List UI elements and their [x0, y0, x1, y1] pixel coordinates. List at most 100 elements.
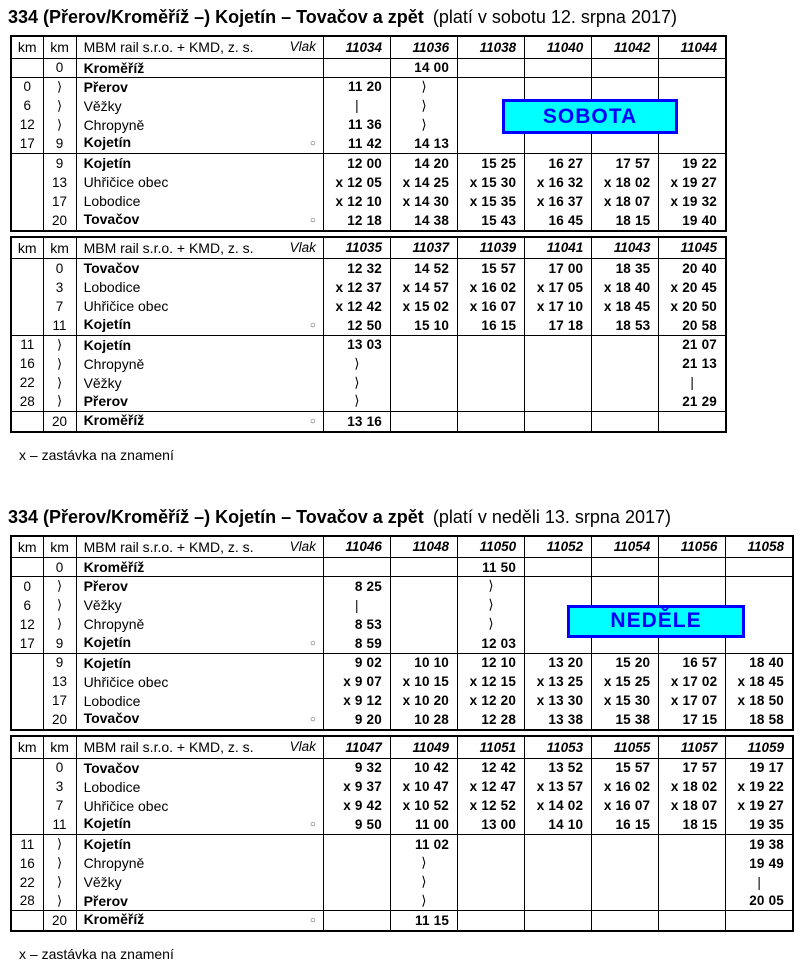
time-cell	[725, 633, 793, 653]
time-cell: 16 15	[591, 815, 659, 835]
time-cell: 21 13	[658, 354, 726, 373]
table-row: 0 Tovačov 9 32 10 42 12 42 13 52 15 57 17 57 19 …	[11, 758, 793, 777]
km-cell: 17	[42, 191, 77, 211]
time-cell: 14 20	[389, 153, 458, 173]
time-cell	[389, 335, 458, 354]
km-cell: 17	[19, 635, 35, 651]
time-cell: 20 40	[658, 258, 726, 278]
time-cell: 9 20	[322, 710, 391, 730]
time-cell: 14 38	[389, 210, 458, 231]
table-row: 11 ⟩ Kojetín 13 03 21 07	[11, 335, 726, 354]
time-cell: ⟩	[389, 872, 458, 892]
km-cell: 11	[20, 836, 35, 852]
train-number: 11053	[524, 736, 592, 758]
time-cell: x 12 10	[322, 191, 391, 211]
time-cell: 18 53	[591, 315, 659, 335]
time-cell: x 20 45	[658, 277, 726, 297]
km-cell: 20	[42, 210, 77, 231]
km-cell: 7	[42, 296, 77, 316]
time-cell: x 9 37	[322, 777, 391, 796]
operator-name: MBM rail s.r.o. + KMD, z. s.	[83, 39, 254, 56]
km-cell: ⟩	[42, 335, 77, 354]
stop-circle-icon: ○	[309, 915, 316, 926]
time-cell	[524, 134, 592, 154]
header-row: km km Vlak MBM rail s.r.o. + KMD, z. s. 1103…	[11, 236, 726, 259]
km-cell: 0	[23, 578, 32, 594]
time-cell: x 15 02	[389, 296, 458, 316]
time-cell	[658, 834, 726, 854]
table-row: 28 ⟩ Přerov ⟩ 20 05	[11, 891, 793, 911]
timetable-section: 9 Kojetín 9 02 10 10 12 10 13 20 15 20 16 57 18 …	[11, 653, 793, 730]
time-cell: x 12 37	[322, 277, 391, 297]
time-cell: 12 00	[322, 153, 391, 173]
station-name: Tovačov	[83, 710, 140, 726]
time-cell: x 16 02	[591, 777, 659, 796]
time-cell	[591, 392, 659, 411]
table-row: 17 Lobodice x 9 12 x 10 20 x 12 20 x 13 30 x 1…	[11, 691, 793, 710]
time-cell: x 14 02	[524, 796, 592, 815]
train-number: 11050	[457, 535, 525, 558]
time-cell: x 18 50	[725, 691, 793, 710]
km-cell: ⟩	[42, 853, 77, 873]
time-cell: x 9 12	[322, 691, 391, 710]
time-cell: 14 00	[389, 58, 458, 77]
table-row: 7 Uhřičice obec x 12 42 x 15 02 x 16 07 x 17 …	[11, 296, 726, 316]
day-banner: SOBOTA	[502, 99, 678, 134]
time-cell	[322, 891, 391, 911]
station-cell: Kojetín	[75, 653, 324, 672]
time-cell	[591, 910, 659, 931]
time-cell: x 12 20	[457, 691, 525, 710]
time-cell: 19 17	[725, 758, 793, 777]
km-cell: 17	[19, 136, 35, 151]
km-cell	[11, 278, 43, 297]
time-cell: 11 02	[389, 834, 458, 854]
stop-circle-icon: ○	[309, 637, 316, 649]
time-cell	[322, 853, 391, 873]
time-cell	[457, 58, 525, 77]
timetable-section: 0 Tovačov 12 32 14 52 15 57 17 00 18 35 20 40 3 L…	[11, 258, 726, 335]
km-cell: 17	[42, 691, 77, 710]
time-cell	[591, 354, 659, 373]
station-cell: Uhřičice obec	[75, 172, 324, 192]
time-cell: 11 00	[389, 815, 458, 835]
time-cell: 8 25	[322, 576, 391, 596]
time-cell: 15 20	[591, 653, 659, 672]
time-cell: 8 59	[322, 633, 391, 653]
km-cell: 28	[19, 893, 35, 909]
train-number: 11047	[322, 736, 391, 758]
station-cell: ○ Kojetín	[75, 315, 324, 335]
station-name: Chropyně	[83, 855, 145, 871]
train-number: 11041	[524, 236, 592, 259]
km-cell: ⟩	[42, 595, 77, 615]
km-cell	[11, 815, 43, 835]
time-cell	[322, 58, 391, 77]
time-cell: x 17 02	[658, 672, 726, 691]
timetable-half: km km Vlak MBM rail s.r.o. + KMD, z. s. 1104…	[10, 534, 800, 731]
time-cell	[457, 335, 525, 354]
time-cell: 15 25	[457, 153, 525, 173]
time-cell: x 9 42	[322, 796, 391, 815]
station-cell: Kojetín	[75, 335, 324, 354]
station-name: Tovačov	[83, 260, 140, 277]
time-cell	[591, 872, 659, 892]
km-cell: 11	[42, 815, 77, 835]
table-row: 20 ○ Kroměříž 13 16	[11, 411, 726, 432]
time-cell	[524, 853, 592, 873]
time-cell	[389, 595, 458, 615]
stop-circle-icon: ○	[309, 214, 316, 226]
time-cell	[457, 392, 525, 411]
station-name: Věžky	[83, 374, 122, 391]
time-cell: 17 57	[591, 153, 659, 173]
time-cell: x 10 20	[389, 691, 458, 710]
time-cell: 18 35	[591, 258, 659, 278]
time-cell	[658, 633, 726, 653]
km-cell: 13	[42, 172, 77, 192]
km-column-header: km	[42, 236, 77, 259]
station-name: Přerov	[83, 78, 128, 95]
km-cell: 16	[19, 855, 35, 871]
table-row: 0 ⟩ Přerov 8 25 ⟩	[11, 576, 793, 596]
km-cell: 12	[19, 117, 35, 132]
km-cell: 6	[23, 98, 32, 113]
station-cell: ○ Kroměříž	[75, 411, 324, 432]
train-number: 11058	[725, 535, 793, 558]
